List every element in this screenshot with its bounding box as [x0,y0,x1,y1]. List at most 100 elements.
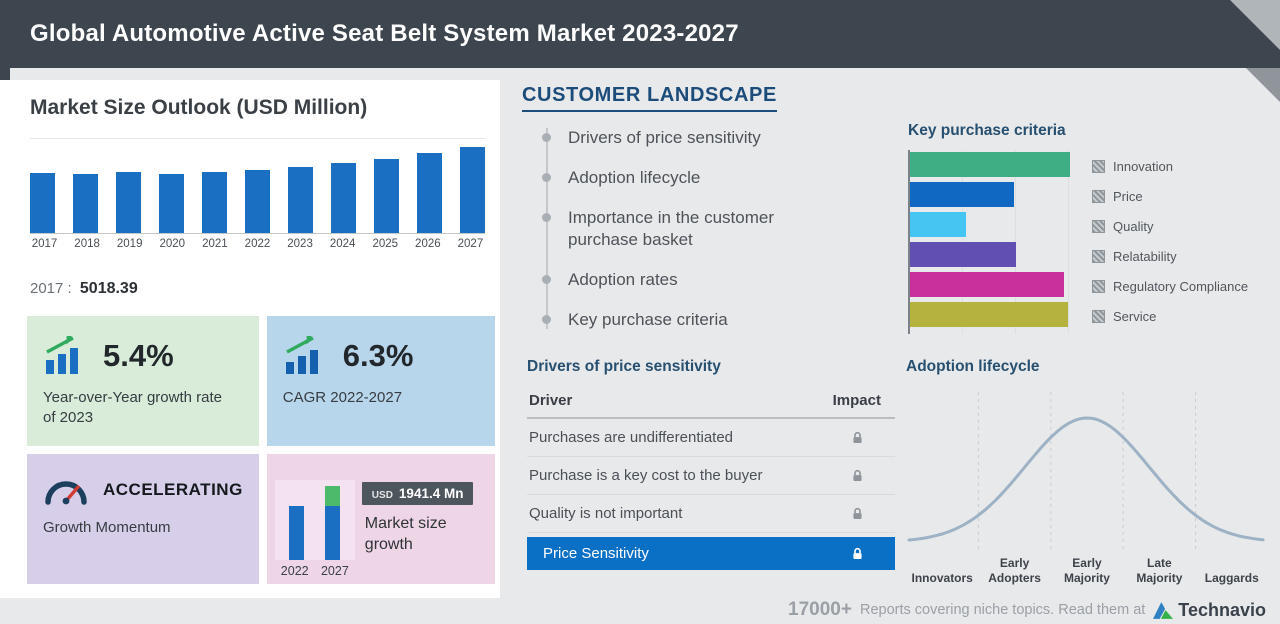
legend-label: Quality [1113,219,1154,234]
momentum-label: Growth Momentum [43,519,171,536]
footer-text: Reports covering niche topics. Read them… [859,602,1146,618]
badge-currency: USD [371,490,393,501]
bar-year-label: 2022 [244,238,271,250]
bar-2023 [288,167,313,233]
lock-icon [850,506,865,522]
legend-swatch-icon [1092,220,1105,233]
page-fold-icon [1230,0,1280,50]
yoy-value: 5.4% [103,338,174,373]
price-sensitivity-title: Drivers of price sensitivity [527,358,721,375]
legend-swatch-icon [1092,310,1105,323]
bar-year-label: 2019 [116,238,143,250]
bar-2020 [159,174,184,233]
kpc-bar-innovation [910,152,1070,177]
cagr-label: CAGR 2022-2027 [282,389,403,406]
bar-year-label: 2024 [329,238,356,250]
momentum-card: ACCELERATING Growth Momentum [27,454,259,584]
landscape-item-purchase-basket: Importance in the customer purchase bask… [542,198,818,260]
customer-landscape-list: Drivers of price sensitivity Adoption li… [530,118,860,341]
stage-early-adopters: Early Adopters [988,556,1041,585]
growth-bar-start [288,506,304,560]
bar-2018 [73,174,98,233]
bar-2021 [202,172,227,233]
kpc-bar-relatability [910,242,1016,267]
legend-label: Service [1113,309,1157,324]
bar-2017 [30,173,55,233]
stage-laggards: Laggards [1204,571,1259,585]
lifecycle-stage-labels: Innovators Early Adopters Early Majority… [906,556,1268,586]
kpc-bar-regulatory-compliance [910,272,1064,297]
cagr-value: 6.3% [342,338,414,373]
lifecycle-curve-svg [907,392,1265,550]
base-year-label: 2017 : [30,280,72,297]
legend-item: Relatability [1092,244,1248,269]
market-size-title: Market Size Outlook (USD Million) [30,96,368,119]
page-title: Global Automotive Active Seat Belt Syste… [30,20,739,47]
bar-year-label: 2021 [202,238,228,250]
drivers-table-header: Driver Impact [527,392,895,419]
price-sensitivity-section: Drivers of price sensitivity Driver Impa… [527,358,895,570]
divider [30,138,485,139]
legend-swatch-icon [1092,250,1105,263]
key-purchase-criteria-section: Key purchase criteria Innovation Price Qua… [908,122,1274,334]
legend-swatch-icon [1092,160,1105,173]
bar-2027 [460,147,485,233]
landscape-item-adoption-rates: Adoption rates [542,260,818,300]
legend-swatch-icon [1092,280,1105,293]
bar-year-label: 2018 [74,238,100,250]
column-driver: Driver [529,392,573,409]
legend-label: Price [1113,189,1143,204]
market-size-panel: Market Size Outlook (USD Million) 2017 20… [0,80,500,598]
growth-bars-icon [46,336,78,374]
bar-year-label: 2017 [31,238,58,250]
lock-icon [850,430,865,446]
bar-2025 [374,159,399,233]
kpc-bar-quality [910,212,966,237]
stage-late-majority: Late Majority [1136,556,1183,585]
speedometer-icon [45,481,87,505]
adoption-lifecycle-section: Adoption lifecycle Innovators Early Adop… [906,358,1268,586]
technavio-logo: Technavio [1153,600,1266,621]
bar-year-label: 2027 [457,238,484,250]
driver-label: Purchases are undifferentiated [529,429,734,446]
bar-2019 [116,172,141,233]
growth-year-labels: 2022 2027 [275,564,355,578]
legend-item: Service [1092,304,1248,329]
legend-swatch-icon [1092,190,1105,203]
column-impact: Impact [832,392,881,409]
bar-year-label: 2020 [159,238,186,250]
momentum-value: ACCELERATING [103,480,243,499]
growth-mini-chart [274,480,355,560]
bar-year-label: 2026 [415,238,441,250]
technavio-wordmark: Technavio [1178,599,1266,620]
bar-year-label: 2023 [287,238,313,250]
bar-2026 [417,153,442,233]
base-year-value: 5018.39 [79,280,138,297]
market-size-bars [30,146,485,234]
legend-item: Quality [1092,214,1248,239]
legend-label: Innovation [1113,159,1173,174]
bar-2024 [331,163,356,233]
legend-item: Regulatory Compliance [1092,274,1248,299]
driver-row: Quality is not important [527,495,895,533]
kpc-bar-price [910,182,1014,207]
growth-bar-end [324,486,340,560]
dps-rows: Purchases are undifferentiated Purchase i… [527,419,895,533]
legend-label: Relatability [1113,249,1177,264]
stage-innovators: Innovators [911,571,973,585]
stage-early-majority: Early Majority [1063,556,1110,585]
header-bar: Global Automotive Active Seat Belt Syste… [0,0,1280,68]
base-year-note: 2017 : 5018.39 [30,280,138,298]
yoy-label: Year-over-Year growth rate of 2023 [43,389,222,427]
kpc-legend: Innovation Price Quality Relatability Regula… [1092,150,1248,334]
growth-trend-icon [285,336,318,374]
bar-2022 [245,170,270,233]
key-purchase-criteria-chart: Innovation Price Quality Relatability Regula… [908,150,1274,334]
driver-label: Purchase is a key cost to the buyer [529,467,763,484]
report-count: 17000+ [788,599,852,620]
price-sensitivity-highlight-row: Price Sensitivity [527,537,895,570]
kpc-bar-service [910,302,1068,327]
growth-bar-end-base [324,506,340,560]
driver-row: Purchases are undifferentiated [527,419,895,457]
